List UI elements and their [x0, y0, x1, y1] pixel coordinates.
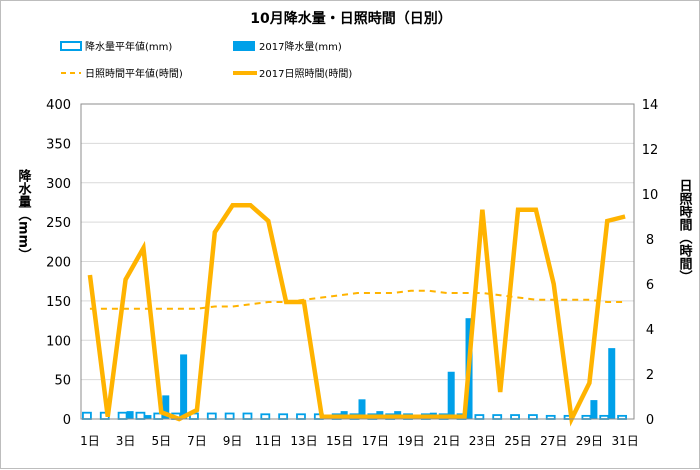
y-right-tick-label: 6 — [646, 278, 654, 293]
y-right-tick-label: 4 — [646, 323, 654, 338]
x-tick-label: 3日 — [116, 434, 136, 448]
chart-title: 10月降水量・日照時間（日別） — [250, 10, 451, 27]
legend-label-2017-sunshine: 2017日照時間(時間) — [259, 68, 352, 80]
line-normal-sunshine — [89, 289, 626, 310]
x-tick-label: 7日 — [187, 434, 207, 448]
y-axis-right-title: 日照時間（時間） — [677, 179, 694, 283]
x-tick-label: 25日 — [504, 434, 531, 448]
y-axis-left-title: 降水量（mm） — [16, 168, 33, 261]
x-tick-label: 13日 — [290, 434, 317, 448]
y-right-tick-label: 8 — [646, 233, 654, 248]
y-left-tick-label: 350 — [46, 137, 71, 152]
legend-swatch-normal-rainfall — [60, 41, 82, 51]
line-2017-sunshine — [87, 203, 626, 427]
x-tick-label: 23日 — [469, 434, 496, 448]
x-tick-label: 21日 — [433, 434, 460, 448]
x-tick-label: 27日 — [540, 434, 567, 448]
y-left-tick-label: 150 — [46, 295, 71, 310]
y-left-tick-label: 100 — [46, 334, 71, 349]
y-left-tick-label: 300 — [46, 177, 71, 192]
bar-normal-rainfall — [492, 414, 503, 420]
x-tick-label: 1日 — [80, 434, 100, 448]
legend-swatch-2017-rainfall — [233, 41, 255, 51]
legend-label-normal-rainfall: 降水量平年値(mm) — [85, 40, 172, 53]
bar-normal-rainfall — [527, 414, 538, 420]
bar-2017-rainfall — [590, 400, 598, 419]
bar-2017-rainfall — [358, 399, 366, 419]
legend-label-2017-rainfall: 2017降水量(mm) — [259, 40, 342, 53]
x-tick-label: 9日 — [223, 434, 243, 448]
bar-2017-rainfall — [608, 348, 616, 419]
legend-label-normal-sunshine: 日照時間平年値(時間) — [85, 67, 183, 80]
bar-normal-rainfall — [82, 411, 92, 420]
x-tick-label: 19日 — [397, 434, 424, 448]
bar-normal-rainfall — [206, 412, 217, 420]
x-tick-label: 15日 — [326, 434, 353, 448]
bar-normal-rainfall — [260, 413, 271, 420]
plot-area-border — [80, 103, 635, 420]
bar-normal-rainfall — [278, 413, 289, 420]
x-tick-label: 5日 — [151, 434, 171, 448]
y-right-tick-label: 12 — [642, 143, 659, 158]
bar-2017-rainfall — [144, 415, 152, 419]
y-right-tick-label: 14 — [642, 98, 659, 113]
bar-normal-rainfall — [242, 412, 253, 420]
legend: 降水量平年値(mm) 2017降水量(mm) 日照時間平年値(時間) 2017日… — [60, 40, 352, 80]
y-right-tick-label: 10 — [642, 188, 659, 203]
x-tick-label: 17日 — [362, 434, 389, 448]
y-right-tick-label: 2 — [646, 368, 654, 383]
x-tick-label: 11日 — [255, 434, 282, 448]
y-left-tick-label: 200 — [46, 256, 71, 271]
y-left-tick-label: 50 — [54, 374, 71, 389]
y-right-tick-label: 0 — [646, 413, 654, 428]
y-left-tick-label: 400 — [46, 98, 71, 113]
bar-2017-rainfall — [162, 395, 170, 419]
x-tick-label: 29日 — [576, 434, 603, 448]
bar-normal-rainfall — [296, 413, 306, 420]
bar-normal-rainfall — [510, 414, 520, 420]
bar-normal-rainfall — [135, 411, 146, 420]
y-left-tick-label: 0 — [63, 413, 71, 428]
bar-normal-rainfall — [224, 412, 235, 420]
bar-normal-rainfall — [474, 414, 485, 420]
bar-2017-rainfall — [126, 411, 134, 419]
y-left-tick-label: 250 — [46, 216, 71, 231]
bar-2017-rainfall — [180, 354, 188, 419]
bar-2017-rainfall — [447, 371, 455, 419]
x-tick-label: 31日 — [611, 434, 638, 448]
bar-normal-rainfall — [117, 411, 128, 420]
